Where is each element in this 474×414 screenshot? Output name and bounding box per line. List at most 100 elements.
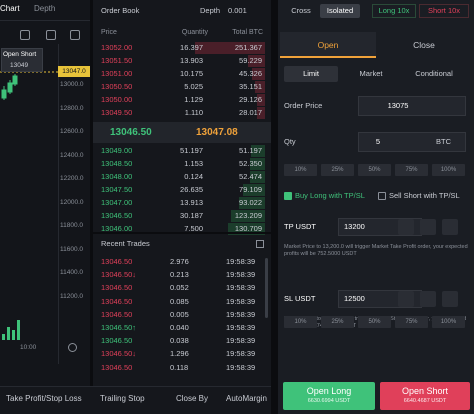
percent-button[interactable]: 100% <box>432 164 465 176</box>
book-price[interactable]: 13049.50 <box>101 108 133 117</box>
isolated-button[interactable]: Isolated <box>320 4 360 18</box>
recent-trades-title: Recent Trades <box>101 239 150 248</box>
qty-value: 5 <box>375 137 381 146</box>
trade-quantity: 0.052 <box>170 283 189 293</box>
trade-price: 13046.50 <box>101 257 133 266</box>
depth-bar <box>238 197 265 209</box>
depth-bar <box>250 158 265 170</box>
short-leverage[interactable]: Short 10x <box>419 4 469 18</box>
percent-button[interactable]: 10% <box>284 316 317 328</box>
chart-tool-icon[interactable] <box>70 30 80 40</box>
percent-button[interactable]: 100% <box>432 316 465 328</box>
conditional-tab[interactable]: Conditional <box>415 69 453 78</box>
percent-button[interactable]: 75% <box>395 164 428 176</box>
book-price[interactable]: 13047.00 <box>101 198 133 207</box>
tpsl-icon-button[interactable] <box>420 291 436 307</box>
trade-quantity: 0.005 <box>170 309 189 319</box>
percent-button[interactable]: 25% <box>321 164 354 176</box>
tpsl-long-checkbox[interactable] <box>284 192 292 200</box>
tpsl-short-checkbox[interactable] <box>378 192 386 200</box>
tpsl-icon-button[interactable] <box>398 219 414 235</box>
trade-price: 13046.50 <box>101 336 133 346</box>
limit-tab[interactable]: Limit <box>284 66 338 82</box>
depth-tab[interactable]: Depth <box>34 4 56 13</box>
tooltip-label: Open Short <box>3 51 37 58</box>
book-total: 251.367 <box>234 43 262 52</box>
trade-price: 13046.50 <box>101 362 133 372</box>
percent-button[interactable]: 50% <box>358 316 391 328</box>
book-price[interactable]: 13052.00 <box>101 43 133 52</box>
chart-settings-icon[interactable] <box>68 343 77 352</box>
book-price[interactable]: 13046.00 <box>101 224 133 233</box>
book-price[interactable]: 13049.00 <box>101 146 133 155</box>
book-price[interactable]: 13051.00 <box>101 69 133 78</box>
percent-button[interactable]: 50% <box>358 164 391 176</box>
chart-tool-icon[interactable] <box>46 30 56 40</box>
bottom-tab[interactable]: AutoMargin <box>226 394 267 403</box>
price-axis <box>58 44 90 364</box>
trade-quantity: 0.118 <box>170 362 189 372</box>
book-price[interactable]: 13051.50 <box>101 56 133 65</box>
trade-time: 19:58:39 <box>226 270 256 280</box>
qty-input[interactable] <box>358 132 466 152</box>
order-book-title: Order Book <box>101 6 140 15</box>
cross-button[interactable]: Cross <box>291 6 311 15</box>
volume-bars <box>2 320 20 340</box>
book-price[interactable]: 13048.50 <box>101 159 133 168</box>
book-price[interactable]: 13050.50 <box>101 82 133 91</box>
trade-price: 13046.50 <box>101 296 133 306</box>
chart-tool-icon[interactable] <box>20 30 30 40</box>
depth-bar <box>255 81 265 93</box>
bottom-tab[interactable]: Take Profit/Stop Loss <box>6 394 82 403</box>
depth-value[interactable]: 0.001 <box>228 6 247 15</box>
open-long-label: Open Long <box>306 386 352 396</box>
close-tab[interactable]: Close <box>413 40 435 50</box>
market-tab[interactable]: Market <box>359 69 383 78</box>
tpsl-icon-button[interactable] <box>442 219 458 235</box>
tpsl-icon-button[interactable] <box>442 291 458 307</box>
book-quantity: 51.197 <box>180 146 203 155</box>
depth-bar <box>256 94 265 106</box>
trade-time: 19:58:39 <box>226 257 256 266</box>
tpsl-label: TP USDT <box>284 222 316 231</box>
price-label: 13000.0 <box>60 81 84 88</box>
book-quantity: 13.913 <box>180 198 203 207</box>
open-short-button[interactable] <box>380 382 470 410</box>
long-leverage[interactable]: Long 10x <box>372 4 416 18</box>
open-long-button[interactable] <box>283 382 375 410</box>
trade-time: 19:58:39 <box>226 283 256 293</box>
book-total: 123.209 <box>234 211 262 220</box>
tpsl-label: SL USDT <box>284 294 316 303</box>
book-quantity: 1.129 <box>184 95 203 104</box>
tpsl-icon-button[interactable] <box>398 291 414 307</box>
depth-bar <box>257 107 265 119</box>
book-price[interactable]: 13050.00 <box>101 95 133 104</box>
tooltip-price: 13049 <box>10 62 29 69</box>
open-tab[interactable]: Open <box>280 32 376 58</box>
expand-icon[interactable] <box>256 240 264 248</box>
book-price[interactable]: 13046.50 <box>101 211 133 220</box>
chart-tab[interactable]: Chart <box>0 4 20 13</box>
column-separator <box>271 0 278 414</box>
volume-bar <box>2 334 5 340</box>
book-price[interactable]: 13048.00 <box>101 172 133 181</box>
order-price-input[interactable] <box>358 96 466 116</box>
trade-time: 19:58:39 <box>226 349 256 359</box>
bottom-tab[interactable]: Close By <box>176 394 209 403</box>
price-label: 12200.0 <box>60 175 84 182</box>
tpsl-icon-button[interactable] <box>420 219 436 235</box>
trade-price: 13046.50↓ <box>101 270 137 280</box>
bottom-bar <box>0 386 271 414</box>
candles <box>1 74 18 100</box>
volume-bar <box>12 330 15 340</box>
book-price[interactable]: 13047.50 <box>101 185 133 194</box>
panel-divider <box>0 20 90 21</box>
percent-button[interactable]: 75% <box>395 316 428 328</box>
depth-bar <box>252 68 265 80</box>
trade-quantity: 0.213 <box>170 270 189 280</box>
percent-button[interactable]: 25% <box>321 316 354 328</box>
percent-button[interactable]: 10% <box>284 164 317 176</box>
book-quantity: 16.397 <box>180 43 203 52</box>
header-price: Price <box>101 29 117 36</box>
bottom-tab[interactable]: Trailing Stop <box>100 394 145 403</box>
